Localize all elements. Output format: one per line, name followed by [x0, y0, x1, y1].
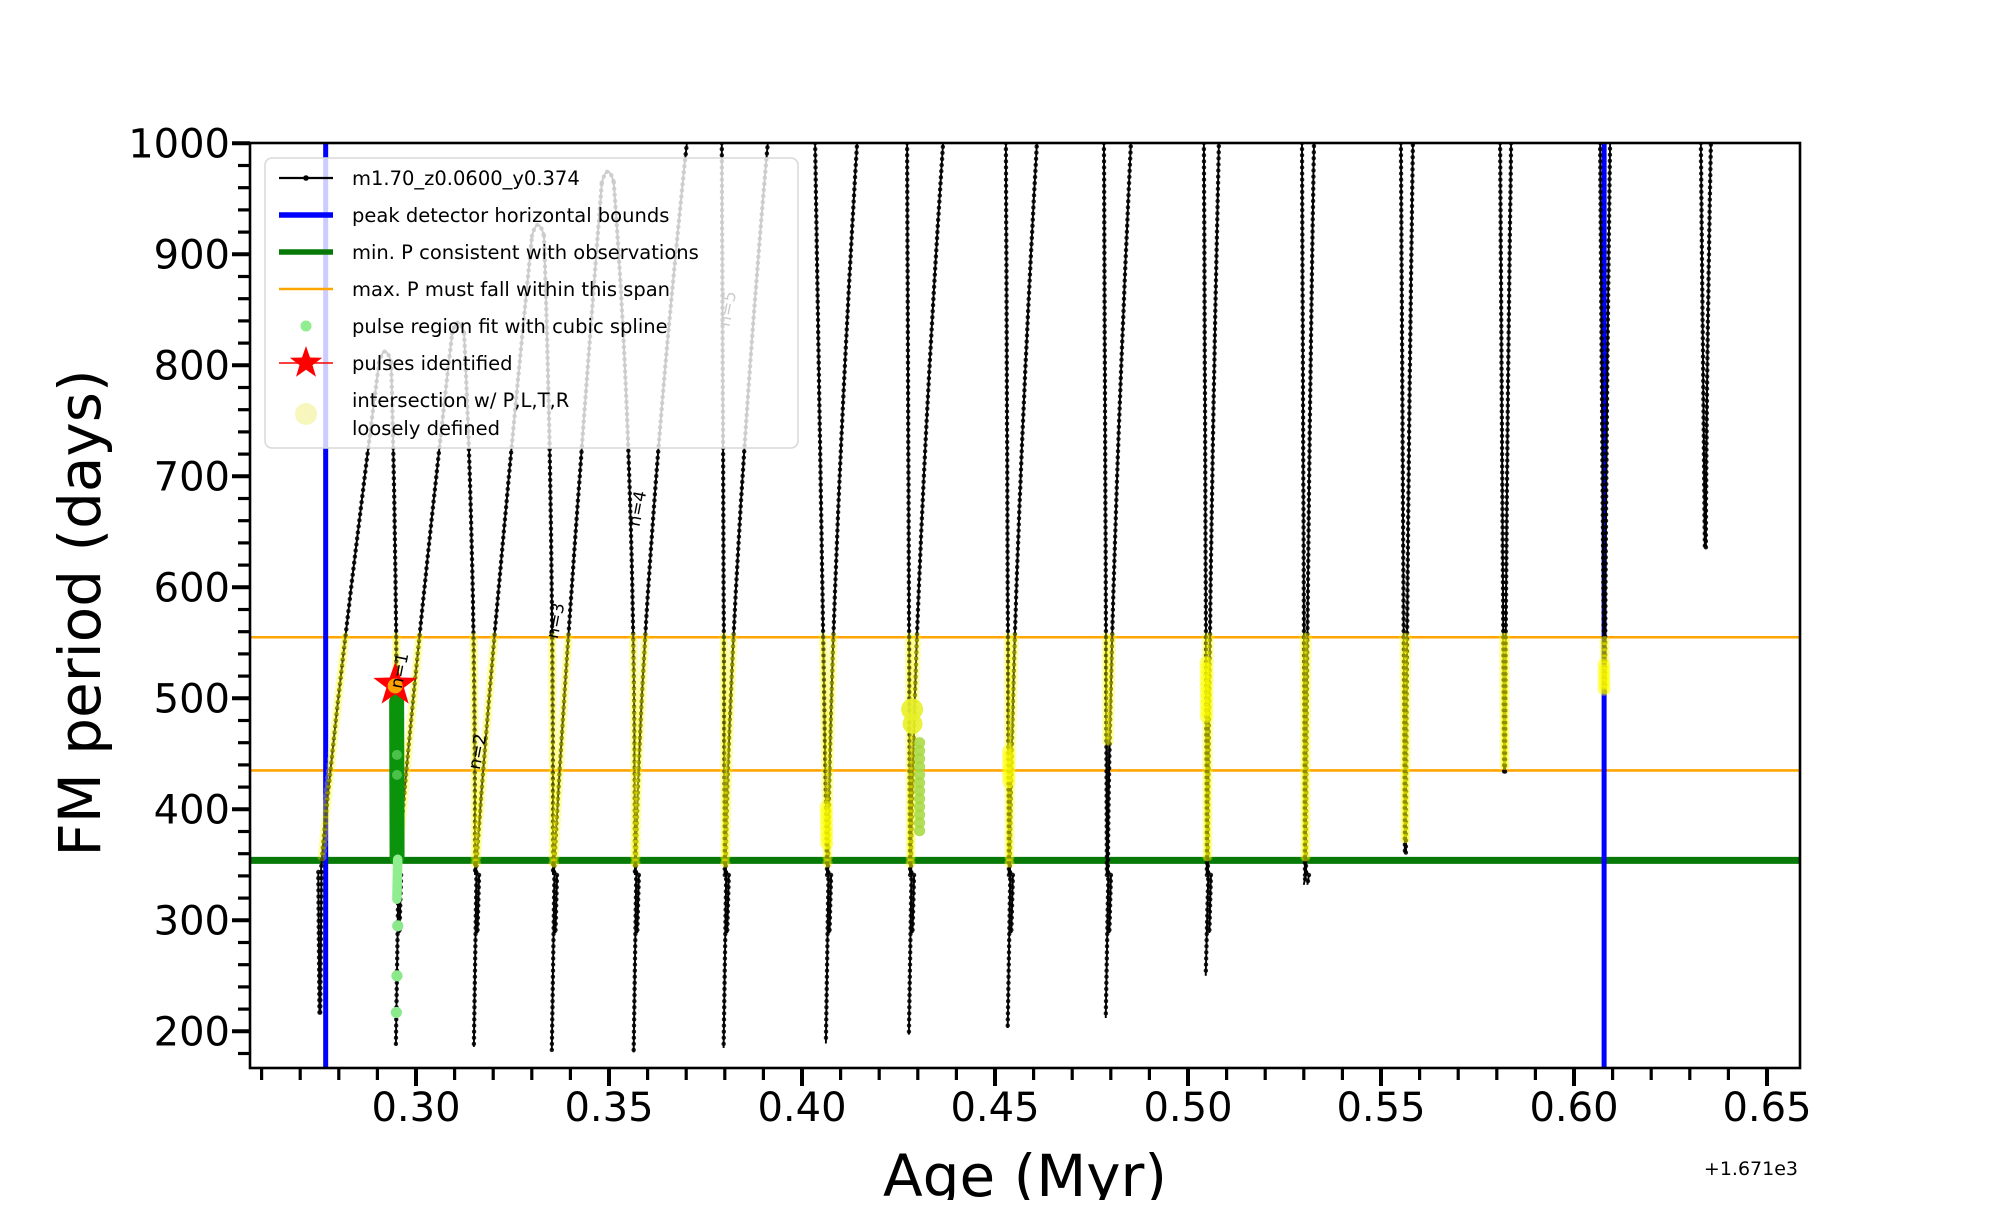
chart-render-root: n=1n=2n=3n=4n=5m1.70_z0.0600_y0.374peak …: [128, 121, 1811, 1131]
y-axis-title: FM period (days): [46, 369, 114, 856]
intersection-blob: [903, 714, 923, 734]
intersection-marker: [631, 858, 640, 867]
legend-entry-4: pulse region fit with cubic spline: [301, 315, 668, 338]
track-ascending-branch-15-dots: [1706, 143, 1711, 547]
legend-label: min. P consistent with observations: [352, 241, 699, 264]
track-tail-2-dots: [474, 873, 477, 1047]
legend-label: peak detector horizontal bounds: [352, 204, 669, 227]
x-tick-label-3: 0.45: [950, 1085, 1039, 1131]
intersection-marker: [550, 858, 559, 867]
x-tick-label-4: 0.50: [1143, 1085, 1232, 1131]
legend-label: loosely defined: [352, 417, 500, 440]
x-tick-label-7: 0.65: [1722, 1085, 1811, 1131]
spline-fit-dot: [392, 920, 403, 931]
legend-label: m1.70_z0.0600_y0.374: [352, 167, 580, 190]
x-tick-label-1: 0.35: [564, 1085, 653, 1131]
track-descending-branch-9-dots: [1104, 143, 1107, 875]
spline-cluster-dot: [914, 825, 925, 836]
legend-sample-dot: [303, 175, 309, 181]
y-tick-label-3: 500: [154, 676, 230, 722]
intersection-marker-dense: [820, 836, 833, 849]
layer-highlights: [317, 633, 1610, 1018]
y-tick-label-5: 700: [154, 454, 230, 500]
legend-sample-dot: [301, 321, 312, 332]
y-tick-label-7: 900: [154, 232, 230, 278]
track-tail-6-dots: [826, 873, 829, 1044]
intersection-marker: [1203, 852, 1212, 861]
spline-fit-dot: [391, 1007, 402, 1018]
intersection-marker: [721, 858, 730, 867]
x-tick-label-0: 0.30: [371, 1085, 460, 1131]
intersection-marker: [1501, 761, 1510, 770]
intersection-marker: [1401, 834, 1410, 843]
legend-label: pulse region fit with cubic spline: [352, 315, 668, 338]
intersection-marker: [1105, 736, 1114, 745]
intersection-marker-dense: [1597, 682, 1610, 695]
y-tick-label-1: 300: [154, 898, 230, 944]
y-tick-label-0: 200: [154, 1009, 230, 1055]
pulse-bar-inner-dot: [392, 750, 402, 760]
y-tick-label-6: 800: [154, 343, 230, 389]
y-tick-label-2: 400: [154, 787, 230, 833]
x-tick-label-6: 0.60: [1529, 1085, 1618, 1131]
axis-offset-text: +1.671e3: [1704, 1158, 1798, 1180]
intersection-marker: [472, 858, 481, 867]
x-tick-label-2: 0.40: [757, 1085, 846, 1131]
y-tick-label-8: 1000: [128, 121, 230, 167]
y-tick-label-4: 600: [154, 565, 230, 611]
legend-label: pulses identified: [352, 352, 513, 375]
spline-fit-dot: [391, 970, 402, 981]
intersection-marker: [907, 858, 916, 867]
intersection-marker: [1301, 852, 1310, 861]
intersection-marker: [824, 858, 833, 867]
x-tick-label-5: 0.55: [1336, 1085, 1425, 1131]
intersection-marker: [1005, 858, 1014, 867]
intersection-marker-dense: [1200, 710, 1213, 723]
x-axis-title: Age (Myr): [883, 1142, 1167, 1200]
legend-label: max. P must fall within this span: [352, 278, 670, 301]
legend-sample-dot: [295, 403, 317, 425]
intersection-marker-dense: [1002, 775, 1015, 788]
intersection-marker: [317, 852, 326, 861]
legend-label: intersection w/ P,L,T,R: [352, 389, 569, 412]
track-ascending-branch-9-dots: [1108, 143, 1131, 872]
pulse-bar-inner-dot: [392, 770, 402, 780]
pulse-fit-pale-segment: [397, 859, 398, 899]
mode-label-n=1: n=1: [387, 651, 413, 690]
